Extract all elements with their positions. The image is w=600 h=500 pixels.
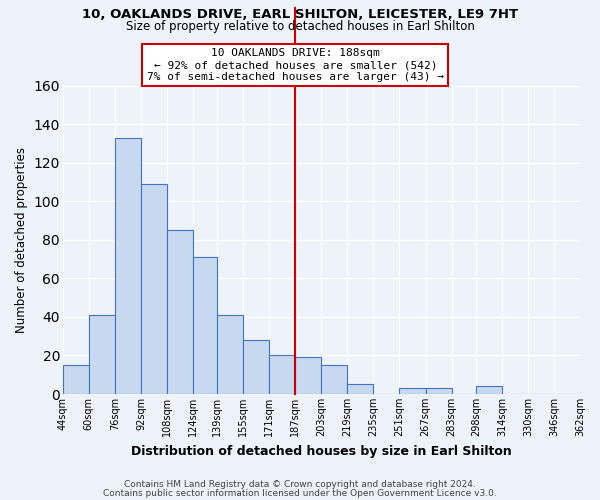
X-axis label: Distribution of detached houses by size in Earl Shilton: Distribution of detached houses by size … [131, 444, 512, 458]
Bar [167, 230, 193, 394]
Text: 10, OAKLANDS DRIVE, EARL SHILTON, LEICESTER, LE9 7HT: 10, OAKLANDS DRIVE, EARL SHILTON, LEICES… [82, 8, 518, 20]
Bar [115, 138, 141, 394]
Bar [347, 384, 373, 394]
Bar [269, 356, 295, 394]
Bar [425, 388, 452, 394]
Bar [244, 340, 269, 394]
Bar [295, 358, 322, 394]
Bar [63, 365, 89, 394]
Text: 10 OAKLANDS DRIVE: 188sqm
← 92% of detached houses are smaller (542)
7% of semi-: 10 OAKLANDS DRIVE: 188sqm ← 92% of detac… [147, 48, 444, 82]
Text: Contains public sector information licensed under the Open Government Licence v3: Contains public sector information licen… [103, 489, 497, 498]
Bar [193, 257, 217, 394]
Bar [141, 184, 167, 394]
Bar [400, 388, 425, 394]
Text: Contains HM Land Registry data © Crown copyright and database right 2024.: Contains HM Land Registry data © Crown c… [124, 480, 476, 489]
Bar [476, 386, 502, 394]
Bar [322, 365, 347, 394]
Bar [217, 315, 244, 394]
Text: Size of property relative to detached houses in Earl Shilton: Size of property relative to detached ho… [125, 20, 475, 33]
Bar [89, 315, 115, 394]
Y-axis label: Number of detached properties: Number of detached properties [15, 147, 28, 333]
